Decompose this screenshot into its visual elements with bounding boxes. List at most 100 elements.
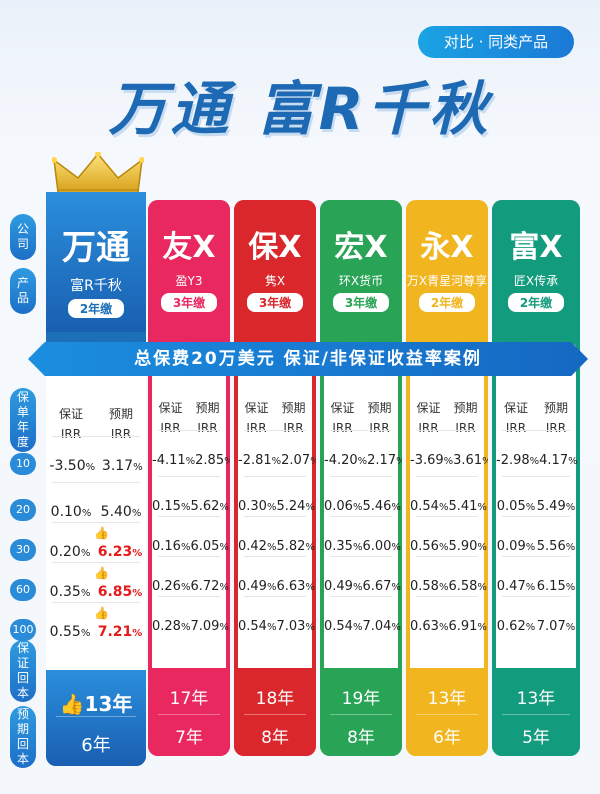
expected-irr: 7.03% [276, 618, 315, 634]
expected-irr: 2.07% [281, 452, 316, 468]
policy-year-10: 10 [10, 453, 36, 475]
payment-term-badge: 3年缴 [160, 293, 218, 312]
guaranteed-payback: 13年 [427, 689, 467, 709]
footer-divider [244, 714, 306, 715]
guaranteed-irr: 0.35% [324, 538, 363, 554]
guaranteed-payback: 13年 [516, 689, 556, 709]
guaranteed-irr: 0.55% [49, 624, 91, 640]
row-divider [502, 596, 570, 597]
expected-irr: 5.41% [448, 498, 487, 514]
thumbs-up-icon: 👍 [94, 606, 109, 620]
expected-irr: 7.04% [362, 618, 401, 634]
row-divider [330, 556, 392, 557]
expected-irr: 3.17% [101, 458, 143, 474]
expected-irr: 5.82% [276, 538, 315, 554]
table-row: -3.69%3.61% [410, 450, 488, 470]
expected-irr: 4.17% [539, 452, 578, 468]
payback-footer: 18年 8年 [234, 668, 316, 756]
column-header: 万通 富R千秋 2年缴 [46, 192, 146, 332]
expected-payback: 8年 [261, 728, 289, 748]
irr-header: 保证 IRR 预期 IRR [152, 398, 226, 438]
irr-column-label: 保证 IRR [416, 401, 441, 435]
column-header: 富X 匠X传承 2年缴 [492, 200, 580, 330]
row-divider [416, 556, 478, 557]
policy-year-100: 100 [10, 619, 36, 641]
guaranteed-payback: 18年 [255, 689, 295, 709]
table-row: 0.16% 6.05% [152, 536, 229, 556]
table-row: -2.98% 4.17% [496, 450, 578, 470]
guaranteed-irr: 0.56% [410, 538, 449, 554]
table-row: 0.55% 7.21% [46, 622, 146, 642]
table-row: 0.54% 5.41% [410, 496, 487, 516]
footer-divider [502, 714, 570, 715]
payback-footer: 17年 7年 [148, 668, 230, 756]
table-row: -4.20%2.17% [324, 450, 402, 470]
irr-table: 保证 IRR 预期 IRR -3.50% 3.17% 0.10% 5.40% 0.20% 6.23… [46, 350, 146, 674]
row-divider [158, 476, 220, 477]
guaranteed-irr: 0.47% [496, 578, 536, 594]
row-divider [330, 516, 392, 517]
column-header: 永X 万X青星河尊享 2年缴 [406, 200, 488, 330]
table-row: 0.47% 6.15% [496, 576, 576, 596]
expected-irr: 6.91% [448, 618, 487, 634]
thumbs-up-icon: 👍 [94, 566, 109, 580]
row-divider [244, 430, 306, 431]
guaranteed-irr: 0.54% [238, 618, 277, 634]
payment-term-badge: 2年缴 [67, 299, 125, 318]
row-divider [330, 430, 392, 431]
payback-footer: 13年 5年 [492, 668, 580, 756]
irr-table: 保证 IRR 预期 IRR -2.98% 4.17% 0.05% 5.49% 0.09% 5.56… [496, 344, 578, 672]
product-name: 万X青星河尊享 [406, 274, 488, 288]
row-divider [52, 602, 140, 603]
guaranteed-irr: 0.06% [324, 498, 363, 514]
row-divider [502, 556, 570, 557]
table-row: 0.54% 7.03% [238, 616, 315, 636]
guaranteed-irr: 0.15% [152, 498, 191, 514]
guaranteed-payback: 17年 [169, 689, 209, 709]
expected-irr: 5.49% [536, 498, 576, 514]
company-name: 万通 [62, 228, 130, 268]
guaranteed-irr: -2.98% [496, 452, 540, 468]
row-divider [244, 596, 306, 597]
expected-irr: 5.56% [536, 538, 576, 554]
guaranteed-irr: 0.49% [238, 578, 277, 594]
company-name: 富X [509, 230, 563, 265]
expected-irr: 6.58% [448, 578, 487, 594]
row-divider [502, 430, 570, 431]
table-row: 0.49% 6.67% [324, 576, 401, 596]
thumbs-up-icon: 👍 [94, 526, 109, 540]
company-name: 永X [420, 230, 474, 265]
policy-year-20: 20 [10, 499, 36, 521]
column-header: 保X 隽X 3年缴 [234, 200, 316, 330]
policy-year-30: 30 [10, 539, 36, 561]
label-guaranteed-payback: 保证回本 [10, 640, 36, 702]
guaranteed-irr: 0.49% [324, 578, 363, 594]
table-row: 0.10% 5.40% [46, 502, 146, 522]
footer-divider [330, 714, 392, 715]
guaranteed-payback: 19年 [341, 689, 381, 709]
table-row: 0.15% 5.62% [152, 496, 229, 516]
column-6: 富X 匠X传承 2年缴 保证 IRR 预期 IRR -2.98% 4.17% 0.05% 5.49%… [492, 200, 580, 756]
irr-column-label: 预期 IRR [195, 401, 220, 435]
table-row: 0.54% 7.04% [324, 616, 401, 636]
row-divider [416, 476, 478, 477]
guaranteed-irr: -2.81% [238, 452, 282, 468]
guaranteed-irr: 0.26% [152, 578, 191, 594]
guaranteed-irr: 0.09% [496, 538, 536, 554]
irr-column-label: 保证 IRR [330, 401, 355, 435]
guaranteed-irr: 0.62% [496, 618, 536, 634]
row-divider [502, 476, 570, 477]
row-divider [52, 562, 140, 563]
column-header: 友X 盈Y3 3年缴 [148, 200, 230, 330]
footer-divider [416, 714, 478, 715]
expected-irr: 5.62% [190, 498, 229, 514]
irr-column-label: 预期 IRR [367, 401, 392, 435]
label-policy-year: 保单年度 [10, 388, 36, 452]
irr-column-label: 预期 IRR [543, 401, 568, 435]
product-name: 环X货币 [338, 274, 384, 288]
table-row: 0.63% 6.91% [410, 616, 487, 636]
expected-irr: 5.24% [276, 498, 315, 514]
